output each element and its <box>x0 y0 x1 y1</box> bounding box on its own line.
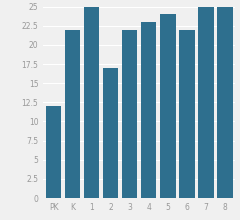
Bar <box>141 22 156 198</box>
Bar <box>160 14 175 198</box>
Bar <box>198 0 214 198</box>
Bar <box>122 29 138 198</box>
Bar <box>103 68 119 198</box>
Bar <box>46 106 61 198</box>
Bar <box>65 29 80 198</box>
Bar <box>217 0 233 198</box>
Bar <box>179 29 194 198</box>
Bar <box>84 7 99 198</box>
